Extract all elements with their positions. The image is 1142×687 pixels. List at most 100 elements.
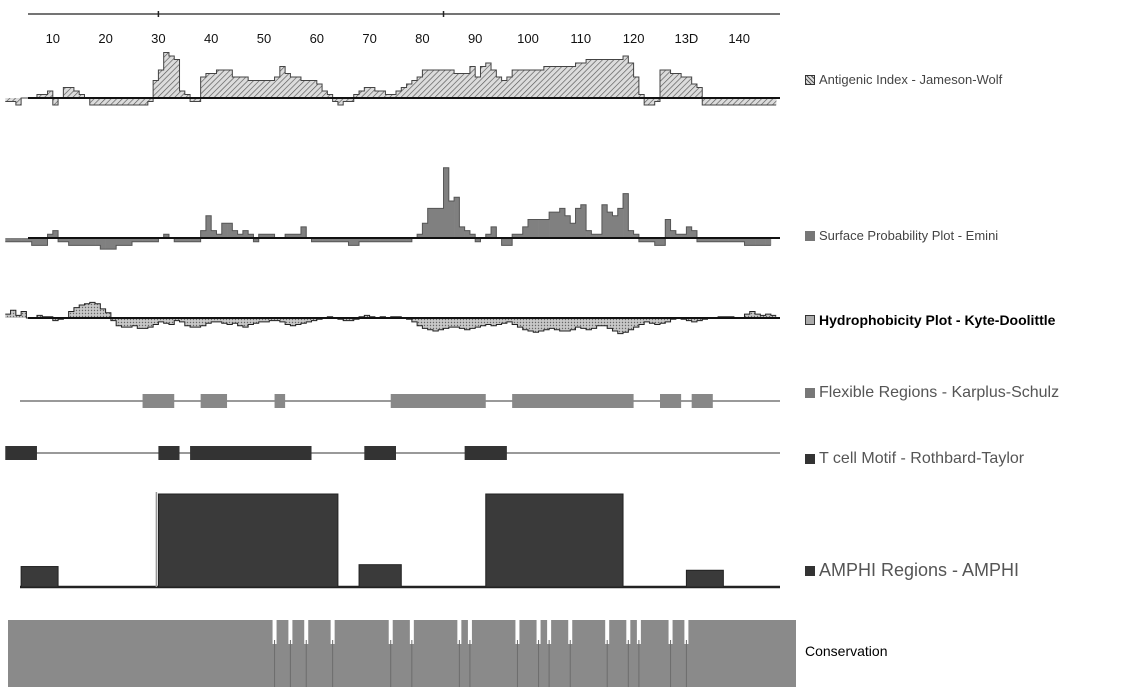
surface-bar [564, 215, 571, 238]
hydro-bar [480, 318, 487, 326]
surface-bar [311, 238, 318, 242]
antigenic-bar [549, 66, 555, 98]
antigenic-bar [132, 98, 138, 105]
flexible-segment [691, 394, 713, 408]
antigenic-bar [285, 73, 291, 98]
track-hydro [5, 301, 780, 335]
hydro-bar [168, 318, 175, 325]
surface-bar [337, 238, 344, 242]
surface-bar [190, 238, 196, 242]
hydro-bar [163, 318, 170, 324]
x-tick-label: 120 [623, 31, 645, 46]
hydro-bar [121, 318, 128, 328]
x-tick-label: 20 [98, 31, 112, 46]
antigenic-bar [63, 87, 69, 98]
hydro-bar [158, 318, 164, 322]
surface-bar [591, 234, 597, 238]
surface-bar [332, 238, 339, 242]
antigenic-bar [623, 56, 629, 98]
antigenic-bar [591, 59, 597, 98]
surface-bar [132, 238, 138, 242]
antigenic-bar [417, 77, 423, 98]
antigenic-bar [195, 98, 201, 102]
antigenic-bar [396, 91, 402, 98]
antigenic-bar [95, 98, 101, 105]
surface-bar [380, 238, 386, 242]
hydro-bar [612, 318, 619, 331]
legend-hydro: Hydrophobicity Plot - Kyte-Doolittle [805, 312, 1055, 328]
hydro-bar [617, 318, 624, 334]
antigenic-bar [110, 98, 117, 105]
antigenic-bar [42, 94, 48, 98]
surface-bar [390, 238, 397, 242]
hydro-bar [580, 318, 587, 329]
antigenic-bar [469, 66, 476, 98]
hydro-bar [137, 318, 143, 329]
antigenic-bar [765, 98, 772, 105]
hydro-bar [633, 318, 640, 328]
antigenic-bar [36, 94, 43, 98]
antigenic-bar [512, 70, 518, 98]
antigenic-bar [147, 98, 154, 102]
antigenic-bar [649, 98, 656, 105]
hydro-bar [496, 318, 502, 325]
tracks [5, 52, 796, 687]
hydro-bar [84, 303, 91, 318]
flexible-segment [390, 394, 486, 408]
antigenic-bar [728, 98, 735, 105]
hydro-bar [279, 318, 286, 322]
surface-bar [26, 238, 32, 242]
antigenic-bar [696, 87, 703, 98]
surface-bar [79, 238, 85, 246]
hydro-bar [364, 315, 370, 318]
surface-bar [712, 238, 719, 242]
surface-bar [612, 215, 619, 238]
conservation-gap [605, 620, 610, 644]
conservation-gap [568, 620, 573, 644]
surface-bar [184, 238, 191, 242]
surface-bar [89, 238, 96, 246]
hydro-bar [755, 314, 761, 318]
conservation-gap [467, 620, 472, 644]
antigenic-bar [242, 77, 249, 98]
antigenic-bar [279, 66, 286, 98]
hydro-bar [601, 318, 608, 326]
hydro-bar [142, 318, 149, 329]
tcell-segment [158, 446, 180, 460]
antigenic-bar [380, 91, 386, 98]
surface-bar [448, 201, 455, 238]
legend-tcell-label: T cell Motif - Rothbard-Taylor [819, 450, 1025, 467]
hydro-bar [591, 318, 597, 329]
hydro-bar [285, 318, 291, 325]
hydro-bar [570, 318, 576, 330]
tcell-segment [190, 446, 312, 460]
hydro-bar [575, 318, 582, 328]
surface-bar [137, 238, 143, 242]
surface-bar [153, 238, 159, 242]
antigenic-bar [422, 70, 428, 98]
antigenic-bar [100, 98, 106, 105]
antigenic-bar [432, 70, 439, 98]
hydro-bar [343, 318, 349, 321]
surface-bar [512, 234, 518, 238]
surface-bar [248, 234, 254, 238]
antigenic-bar [52, 98, 59, 105]
amphi-region [20, 566, 59, 588]
antigenic-bar [300, 80, 307, 98]
hydro-bar [448, 318, 455, 328]
surface-bar [427, 208, 434, 238]
hydro-bar [306, 318, 312, 322]
surface-bar [760, 238, 766, 246]
antigenic-bar [491, 70, 497, 98]
hydro-bar [549, 318, 555, 329]
antigenic-bar [723, 98, 729, 105]
antigenic-bar [174, 59, 180, 98]
track-conservation [8, 620, 796, 687]
surface-bar [543, 219, 550, 238]
hydro-bar [95, 303, 101, 318]
hydro-bar [628, 318, 634, 330]
surface-bar [554, 212, 560, 238]
antigenic-bar [274, 77, 281, 98]
hydro-bar [79, 305, 85, 318]
surface-bar [417, 234, 423, 238]
